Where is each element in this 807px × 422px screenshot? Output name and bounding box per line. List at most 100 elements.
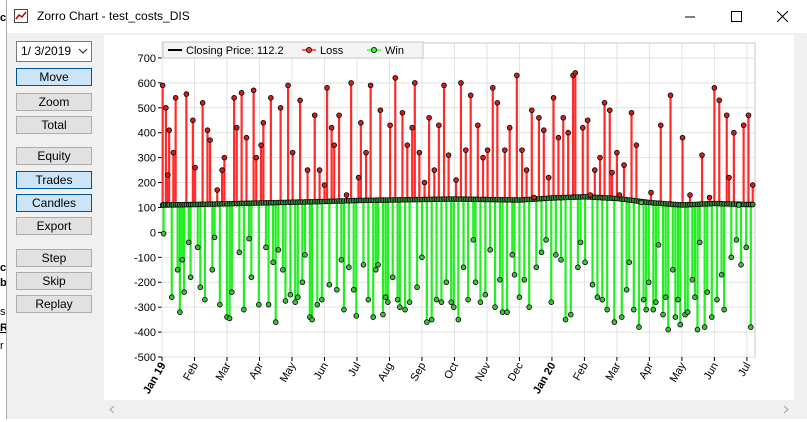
zoom-button[interactable]: Zoom (16, 93, 92, 111)
win-trade-point (708, 314, 715, 320)
loss-trade-point (416, 149, 423, 156)
equity-button[interactable]: Equity (16, 147, 92, 165)
x-tick-label: Apr (637, 360, 656, 381)
win-trade-point (402, 306, 408, 313)
date-picker[interactable]: 1/ 3/2019 (16, 41, 92, 62)
legend-label-1: Loss (320, 45, 344, 57)
trade-chart[interactable]: 700 600 500 400 300 200 100 0 -100 -200 -300 -400 -5… (104, 35, 794, 400)
loss-trade-point (367, 82, 374, 89)
loss-trade-point (192, 164, 198, 171)
title-bar[interactable]: Zorro Chart - test_costs_DIS (7, 0, 807, 33)
loss-trade-point (502, 147, 508, 153)
win-trade-point (299, 279, 306, 286)
move-button[interactable]: Move (16, 68, 92, 86)
win-trade-point (638, 199, 645, 206)
win-trade-point (655, 242, 662, 248)
win-trade-point (353, 313, 360, 319)
win-trade-point (521, 276, 528, 283)
win-trade-point (326, 281, 333, 288)
horizontal-scrollbar[interactable] (104, 402, 794, 417)
win-trade-point (594, 294, 601, 300)
step-button[interactable]: Step (16, 249, 92, 267)
skip-button[interactable]: Skip (16, 272, 92, 290)
loss-trade-point (336, 112, 342, 119)
x-tick-label: Nov (473, 360, 493, 383)
win-trade-point (292, 299, 299, 305)
loss-trade-point (560, 114, 567, 121)
loss-trade-point (711, 85, 718, 91)
loss-trade-point (616, 192, 623, 198)
maximize-button[interactable] (713, 0, 759, 33)
win-trade-point (487, 247, 493, 253)
y-tick-label: 700 (138, 53, 156, 65)
minimize-icon (685, 16, 695, 17)
loss-trade-point (250, 87, 257, 94)
loss-trade-point (311, 112, 318, 119)
loss-trade-point (749, 182, 756, 188)
y-tick-label: 600 (138, 78, 156, 90)
loss-trade-point (667, 92, 674, 99)
win-trade-point (636, 324, 642, 330)
loss-trade-point (609, 169, 615, 176)
win-trade-point (696, 239, 703, 246)
export-button[interactable]: Export (16, 217, 92, 235)
loss-trade-point (159, 82, 166, 89)
win-trade-point (177, 309, 183, 315)
loss-trade-point (523, 167, 530, 173)
win-trade-point (375, 261, 381, 268)
win-trade-point (302, 252, 308, 258)
scroll-left-icon (109, 405, 115, 414)
win-trade-point (287, 291, 294, 298)
loss-trade-point (614, 149, 620, 156)
win-trade-point (382, 294, 389, 300)
loss-trade-point (699, 152, 705, 158)
win-trade-point (346, 264, 352, 271)
loss-trade-point (679, 134, 686, 141)
win-trade-point (543, 237, 549, 243)
win-trade-point (443, 279, 450, 286)
loss-trade-point (219, 167, 225, 173)
x-tick-label: Jun (312, 361, 331, 382)
win-trade-point (738, 261, 744, 268)
chevron-down-icon (78, 48, 88, 54)
date-picker-value: 1/ 3/2019 (21, 44, 72, 58)
replay-button[interactable]: Replay (16, 295, 92, 313)
close-button[interactable] (759, 0, 805, 33)
y-tick-label: -300 (134, 302, 156, 314)
x-tick-label: Jun (702, 361, 721, 382)
loss-trade-point (731, 129, 737, 136)
loss-trade-point (190, 117, 196, 124)
loss-trade-point (207, 137, 213, 143)
win-trade-point (319, 296, 325, 303)
minimize-button[interactable] (667, 0, 713, 33)
loss-trade-point (633, 142, 640, 148)
win-trade-point (334, 286, 340, 293)
loss-trade-point (648, 189, 654, 196)
x-tick-label: Jul (736, 361, 753, 379)
win-trade-point (211, 234, 218, 241)
chart-panel[interactable]: 700 600 500 400 300 200 100 0 -100 -200 -300 -400 -5… (104, 35, 794, 400)
loss-trade-point (421, 179, 428, 186)
total-button[interactable]: Total (16, 116, 92, 134)
win-trade-point (701, 324, 708, 330)
win-trade-point (626, 259, 633, 266)
loss-trade-point (506, 124, 513, 131)
candles-button[interactable]: Candles (16, 194, 92, 212)
loss-trade-point (628, 109, 635, 116)
loss-trade-point (555, 134, 562, 141)
win-trade-point (272, 319, 279, 325)
legend-label-2: Win (385, 45, 404, 57)
win-trade-point (394, 296, 401, 303)
x-tick-label: Oct (442, 361, 461, 382)
win-trade-point (492, 304, 498, 310)
loss-trade-point (363, 149, 369, 156)
loss-trade-point (243, 134, 250, 141)
legend-box (162, 41, 424, 59)
win-trade-point (562, 316, 569, 323)
loss-trade-point (572, 70, 579, 76)
x-tick-label: Dec (506, 360, 526, 383)
win-trade-point (482, 291, 489, 298)
background-text-2: c (0, 262, 7, 274)
win-trade-point (360, 261, 367, 268)
trades-button[interactable]: Trades (16, 171, 92, 189)
